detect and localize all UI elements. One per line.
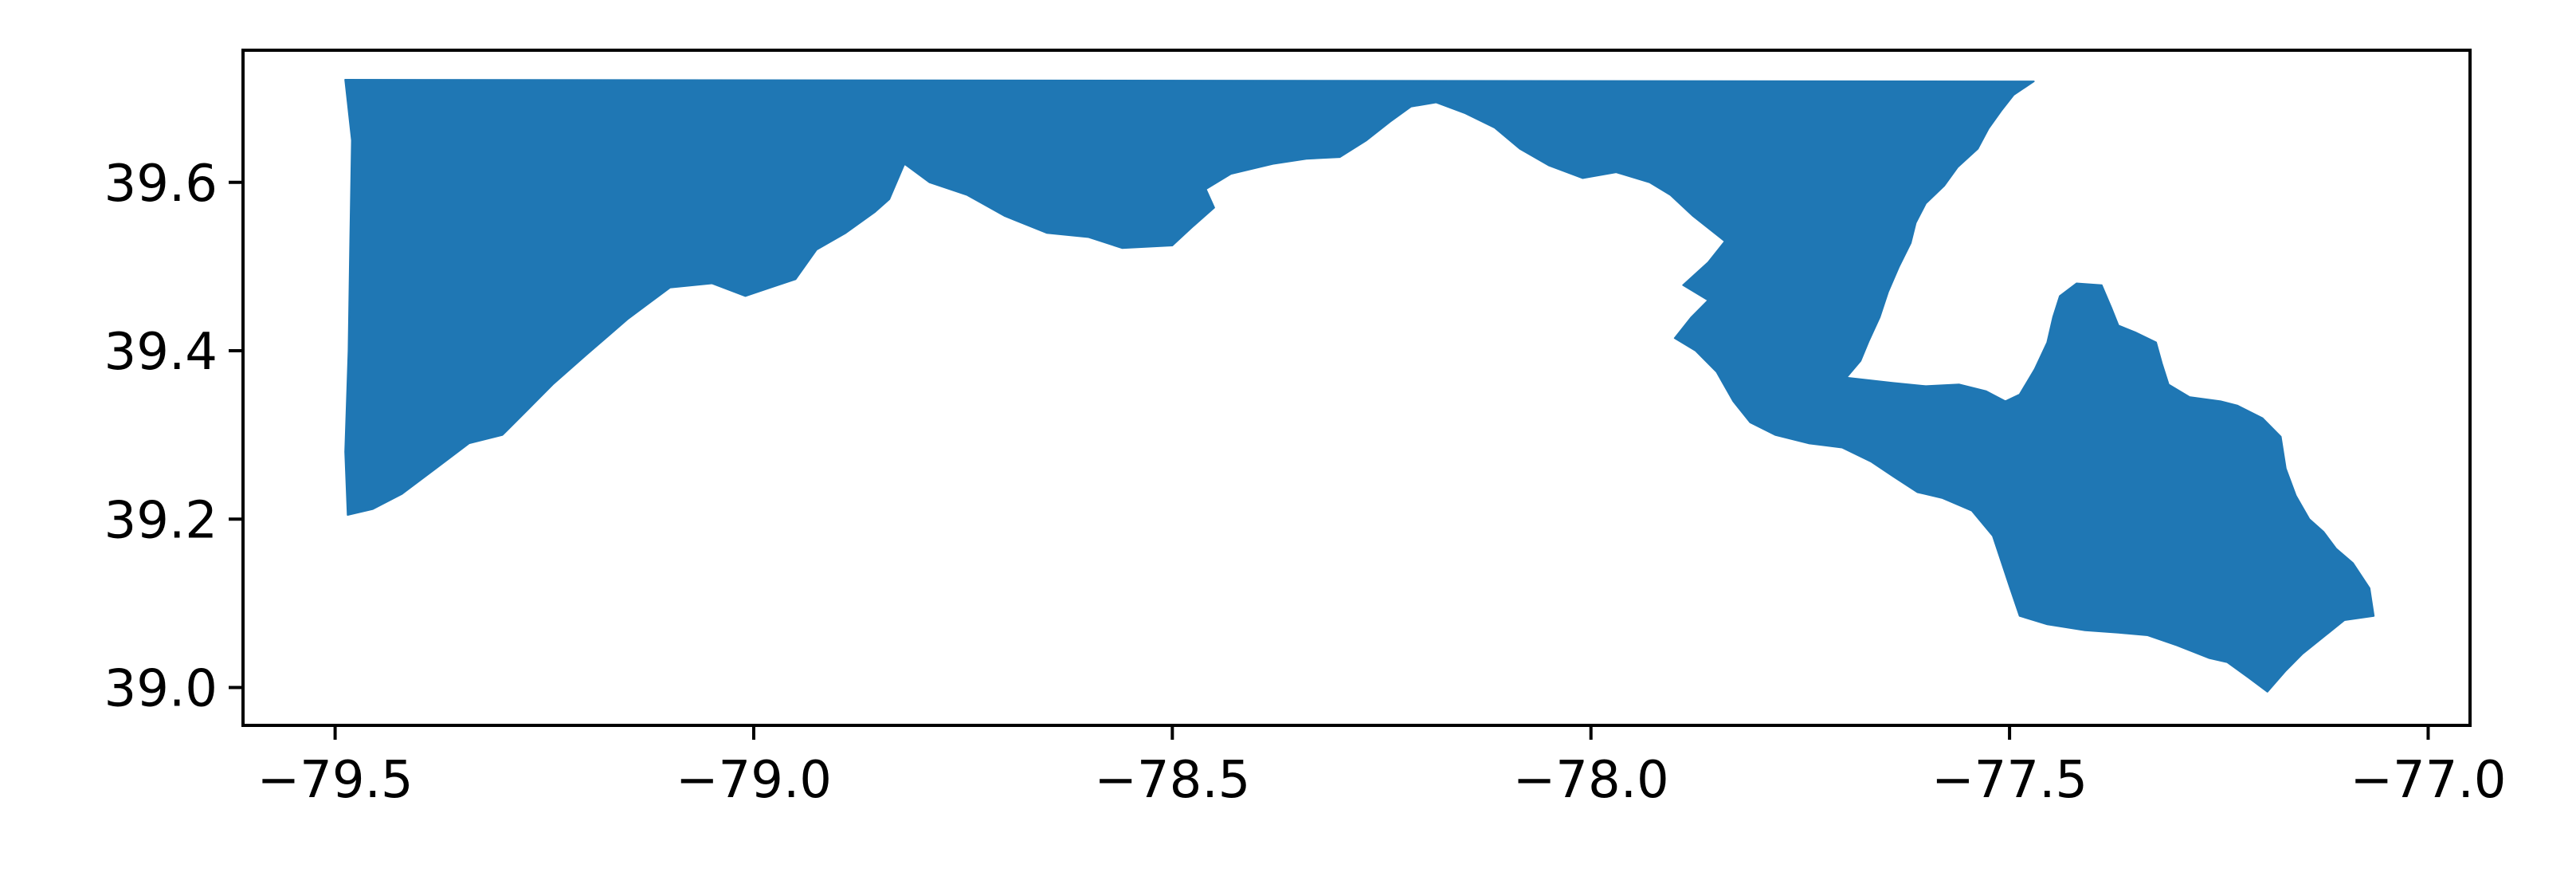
plot-area [344, 79, 2375, 693]
region-polygon [344, 79, 2375, 693]
x-tick-label: −79.0 [676, 751, 832, 810]
y-tick-label: 39.6 [104, 155, 218, 214]
axes-frame [241, 49, 2472, 727]
x-tick-label: −78.0 [1513, 751, 1669, 810]
x-axis: −79.5 −79.0 −78.5 −78.0 −77.5 −77.0 [257, 725, 2507, 810]
x-tick-label: −79.5 [257, 751, 414, 810]
y-axis: 39.0 39.2 39.4 39.6 [104, 155, 243, 718]
x-tick-label: −77.5 [1931, 751, 2088, 810]
x-tick-label: −78.5 [1094, 751, 1250, 810]
y-tick-label: 39.2 [104, 491, 218, 550]
y-tick-label: 39.4 [104, 323, 218, 382]
x-tick-label: −77.0 [2350, 751, 2506, 810]
y-tick-label: 39.0 [104, 659, 218, 718]
